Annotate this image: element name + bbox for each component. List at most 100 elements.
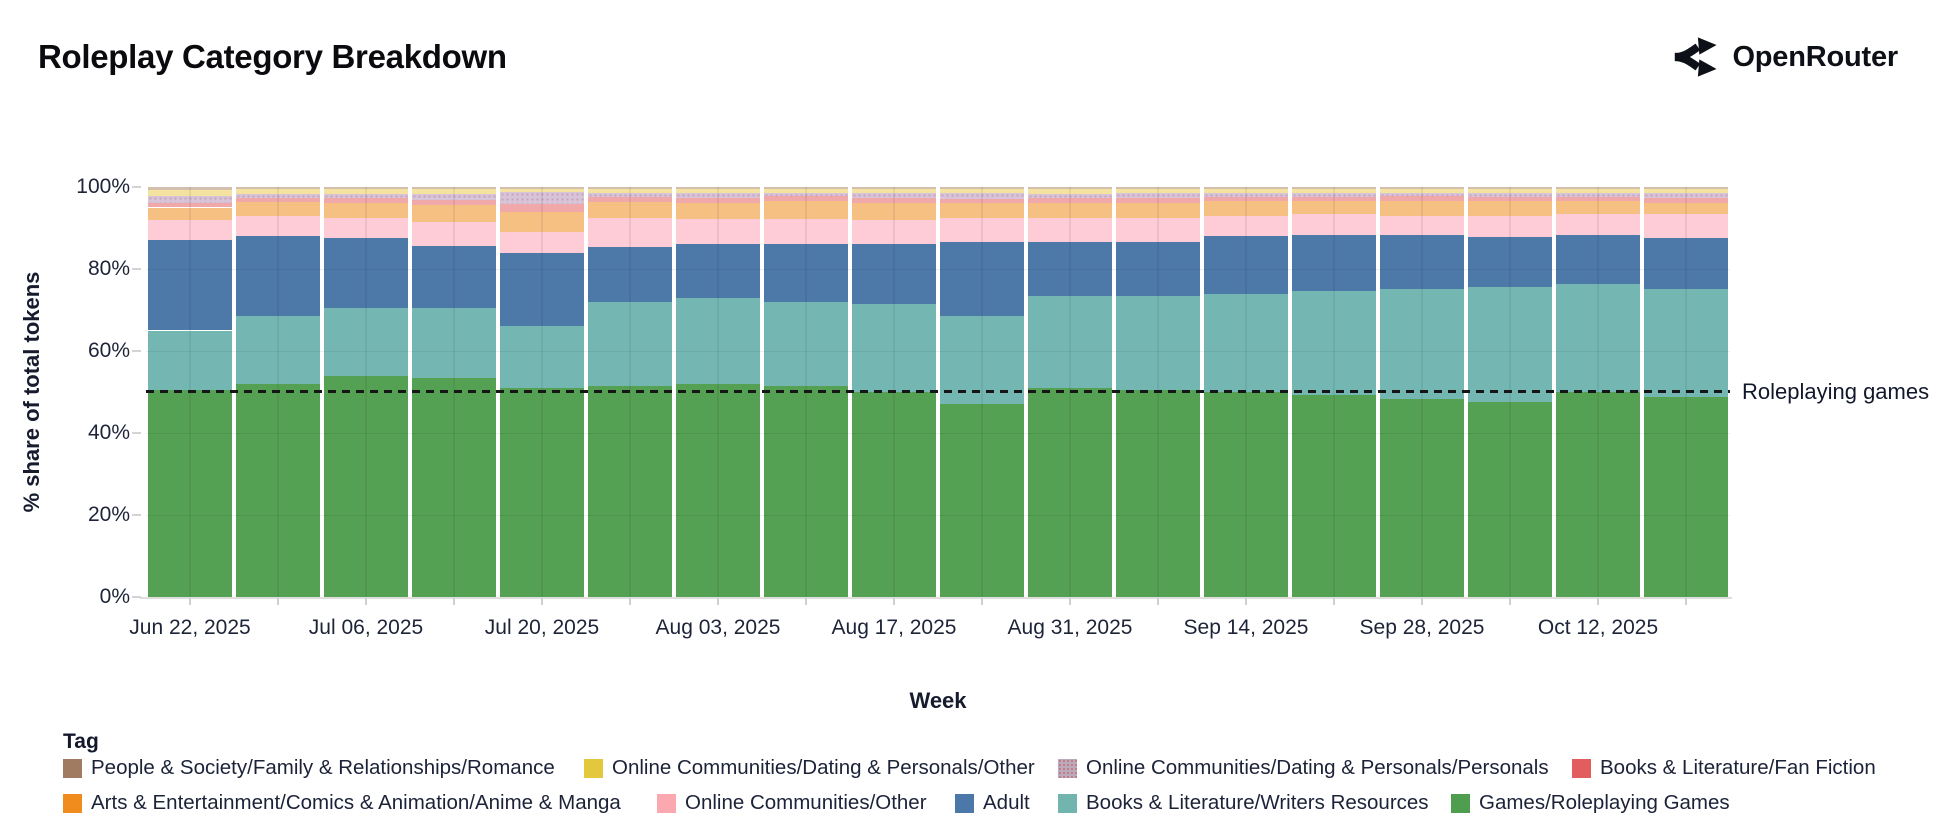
bar-segment-romance[interactable] bbox=[412, 187, 496, 190]
bar-segment-dating_other[interactable] bbox=[588, 189, 672, 193]
bar-segment-personals[interactable] bbox=[1556, 193, 1640, 197]
bar-segment-personals[interactable] bbox=[324, 193, 408, 199]
bar-segment-anime[interactable] bbox=[676, 202, 760, 219]
bar-segment-games[interactable] bbox=[1380, 398, 1464, 597]
bar-segment-dating_other[interactable] bbox=[1556, 189, 1640, 194]
bar-segment-anime[interactable] bbox=[236, 202, 320, 216]
bar-segment-anime[interactable] bbox=[1028, 203, 1112, 218]
bar-segment-games[interactable] bbox=[1116, 389, 1200, 597]
bar-segment-adult[interactable] bbox=[1556, 234, 1640, 285]
bar-segment-oc_other[interactable] bbox=[148, 219, 232, 241]
bar-segment-writers[interactable] bbox=[940, 316, 1024, 405]
bar-segment-oc_other[interactable] bbox=[236, 215, 320, 237]
bar-segment-anime[interactable] bbox=[148, 207, 232, 220]
bar-segment-anime[interactable] bbox=[1116, 202, 1200, 218]
bar-segment-romance[interactable] bbox=[1644, 187, 1728, 190]
bar-segment-personals[interactable] bbox=[1292, 193, 1376, 197]
bar-segment-adult[interactable] bbox=[1380, 234, 1464, 290]
bar-segment-adult[interactable] bbox=[1204, 236, 1288, 294]
bar-segment-oc_other[interactable] bbox=[1380, 216, 1464, 235]
bar-segment-adult[interactable] bbox=[324, 238, 408, 308]
bar-segment-oc_other[interactable] bbox=[1028, 217, 1112, 243]
bar-segment-oc_other[interactable] bbox=[852, 219, 936, 245]
bar-segment-dating_other[interactable] bbox=[1644, 189, 1728, 194]
bar-segment-anime[interactable] bbox=[588, 202, 672, 218]
bar-segment-games[interactable] bbox=[588, 385, 672, 597]
bar-segment-games[interactable] bbox=[148, 389, 232, 597]
bar-segment-adult[interactable] bbox=[940, 242, 1024, 317]
bar-segment-fanfic[interactable] bbox=[1644, 197, 1728, 204]
bar-segment-fanfic[interactable] bbox=[1204, 196, 1288, 202]
bar-segment-games[interactable] bbox=[324, 375, 408, 597]
bar-segment-writers[interactable] bbox=[324, 307, 408, 376]
bar-segment-dating_other[interactable] bbox=[324, 189, 408, 194]
bar-segment-anime[interactable] bbox=[1204, 201, 1288, 216]
bar-segment-oc_other[interactable] bbox=[1204, 215, 1288, 237]
bar-segment-oc_other[interactable] bbox=[412, 221, 496, 247]
bar-segment-adult[interactable] bbox=[236, 236, 320, 317]
bar-segment-dating_other[interactable] bbox=[1116, 189, 1200, 194]
bar-segment-games[interactable] bbox=[1468, 401, 1552, 597]
bar-segment-romance[interactable] bbox=[236, 187, 320, 190]
bar-segment-romance[interactable] bbox=[940, 187, 1024, 190]
bar-segment-personals[interactable] bbox=[412, 193, 496, 201]
bar-segment-games[interactable] bbox=[1644, 396, 1728, 597]
bar-segment-oc_other[interactable] bbox=[1116, 217, 1200, 243]
bar-segment-anime[interactable] bbox=[1468, 201, 1552, 216]
bar-segment-fanfic[interactable] bbox=[1292, 196, 1376, 202]
bar-segment-writers[interactable] bbox=[236, 316, 320, 384]
bar-segment-oc_other[interactable] bbox=[500, 232, 584, 253]
bar-segment-adult[interactable] bbox=[1468, 237, 1552, 288]
bar-segment-anime[interactable] bbox=[852, 203, 936, 220]
bar-segment-romance[interactable] bbox=[1292, 187, 1376, 190]
bar-segment-romance[interactable] bbox=[676, 187, 760, 190]
bar-segment-writers[interactable] bbox=[852, 303, 936, 392]
bar-segment-fanfic[interactable] bbox=[1116, 197, 1200, 203]
bar-segment-romance[interactable] bbox=[1468, 187, 1552, 190]
bar-segment-anime[interactable] bbox=[940, 203, 1024, 218]
bar-segment-writers[interactable] bbox=[148, 330, 232, 390]
bar-segment-adult[interactable] bbox=[1116, 242, 1200, 296]
bar-segment-games[interactable] bbox=[1028, 387, 1112, 597]
bar-segment-dating_other[interactable] bbox=[1380, 189, 1464, 194]
bar-segment-dating_other[interactable] bbox=[1028, 189, 1112, 194]
bar-segment-writers[interactable] bbox=[412, 307, 496, 378]
bar-segment-oc_other[interactable] bbox=[1292, 213, 1376, 235]
bar-segment-dating_other[interactable] bbox=[148, 189, 232, 196]
bar-segment-adult[interactable] bbox=[1644, 237, 1728, 290]
bar-segment-anime[interactable] bbox=[500, 211, 584, 233]
bar-segment-dating_other[interactable] bbox=[1204, 189, 1288, 194]
bar-segment-adult[interactable] bbox=[1028, 242, 1112, 296]
bar-segment-games[interactable] bbox=[940, 404, 1024, 597]
bar-segment-personals[interactable] bbox=[1028, 193, 1112, 199]
bar-segment-romance[interactable] bbox=[324, 187, 408, 190]
bar-segment-personals[interactable] bbox=[1116, 193, 1200, 198]
bar-segment-writers[interactable] bbox=[676, 297, 760, 384]
bar-segment-anime[interactable] bbox=[412, 205, 496, 222]
bar-segment-adult[interactable] bbox=[852, 244, 936, 304]
bar-segment-fanfic[interactable] bbox=[412, 200, 496, 206]
bar-segment-oc_other[interactable] bbox=[676, 218, 760, 245]
bar-segment-romance[interactable] bbox=[852, 187, 936, 190]
bar-segment-games[interactable] bbox=[1204, 392, 1288, 597]
bar-segment-oc_other[interactable] bbox=[940, 217, 1024, 243]
bar-segment-fanfic[interactable] bbox=[676, 197, 760, 203]
bar-segment-adult[interactable] bbox=[148, 240, 232, 331]
bar-segment-oc_other[interactable] bbox=[1556, 213, 1640, 235]
bar-segment-romance[interactable] bbox=[1116, 187, 1200, 190]
bar-segment-personals[interactable] bbox=[1468, 193, 1552, 197]
bar-segment-anime[interactable] bbox=[764, 201, 848, 219]
bar-segment-writers[interactable] bbox=[1644, 289, 1728, 397]
bar-segment-games[interactable] bbox=[764, 385, 848, 597]
bar-segment-oc_other[interactable] bbox=[1644, 213, 1728, 238]
bar-segment-dating_other[interactable] bbox=[1468, 189, 1552, 194]
bar-segment-personals[interactable] bbox=[1204, 193, 1288, 197]
bar-segment-games[interactable] bbox=[236, 383, 320, 597]
bar-segment-fanfic[interactable] bbox=[852, 198, 936, 204]
bar-segment-adult[interactable] bbox=[412, 246, 496, 308]
bar-segment-oc_other[interactable] bbox=[324, 217, 408, 239]
bar-segment-adult[interactable] bbox=[588, 247, 672, 302]
bar-segment-adult[interactable] bbox=[1292, 234, 1376, 292]
bar-segment-fanfic[interactable] bbox=[148, 203, 232, 208]
bar-segment-romance[interactable] bbox=[588, 187, 672, 190]
